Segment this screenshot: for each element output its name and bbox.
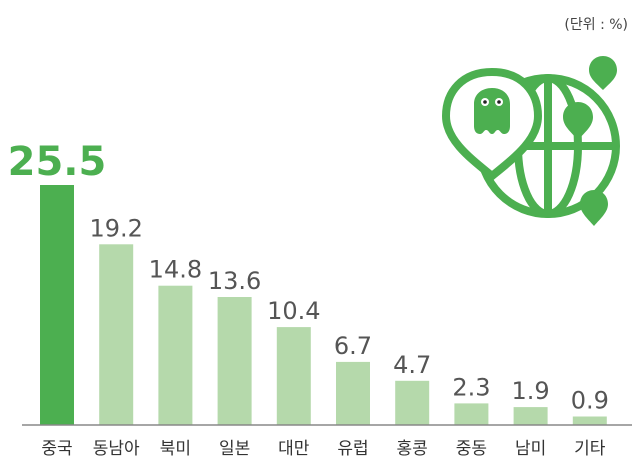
bar-중국 bbox=[40, 185, 74, 425]
bar-대만 bbox=[276, 327, 311, 425]
unit-note: (단위 : %) bbox=[564, 17, 628, 33]
value-label: 4.7 bbox=[393, 351, 431, 379]
bar-유럽 bbox=[336, 361, 370, 425]
category-label: 홍콩 bbox=[397, 439, 428, 459]
bar-기타 bbox=[572, 416, 607, 425]
value-label: 19.2 bbox=[89, 214, 142, 242]
bar-동남아 bbox=[99, 244, 134, 425]
category-label: 중동 bbox=[456, 439, 487, 459]
value-label: 2.3 bbox=[452, 373, 490, 401]
bar-북미 bbox=[158, 285, 193, 425]
value-label: 6.7 bbox=[334, 332, 372, 360]
category-label: 남미 bbox=[515, 439, 546, 459]
category-label: 북미 bbox=[160, 439, 191, 459]
map-pin-icon bbox=[441, 67, 543, 182]
category-label: 대만 bbox=[278, 439, 310, 459]
value-label: 13.6 bbox=[208, 267, 261, 295]
category-label: 일본 bbox=[219, 439, 250, 459]
bar-중동 bbox=[454, 403, 489, 425]
category-label: 기타 bbox=[574, 439, 606, 459]
value-label: 1.9 bbox=[512, 377, 550, 405]
category-label: 중국 bbox=[41, 439, 72, 459]
value-label: 25.5 bbox=[8, 139, 107, 185]
bar-홍콩 bbox=[395, 380, 430, 425]
value-label: 10.4 bbox=[267, 297, 320, 325]
value-label: 14.8 bbox=[149, 256, 202, 284]
category-label: 동남아 bbox=[93, 439, 140, 459]
bar-남미 bbox=[513, 407, 548, 425]
category-label: 유럽 bbox=[337, 439, 368, 459]
bar-일본 bbox=[217, 297, 252, 425]
small-pin-icons bbox=[563, 56, 617, 226]
value-label: 0.9 bbox=[571, 387, 609, 415]
